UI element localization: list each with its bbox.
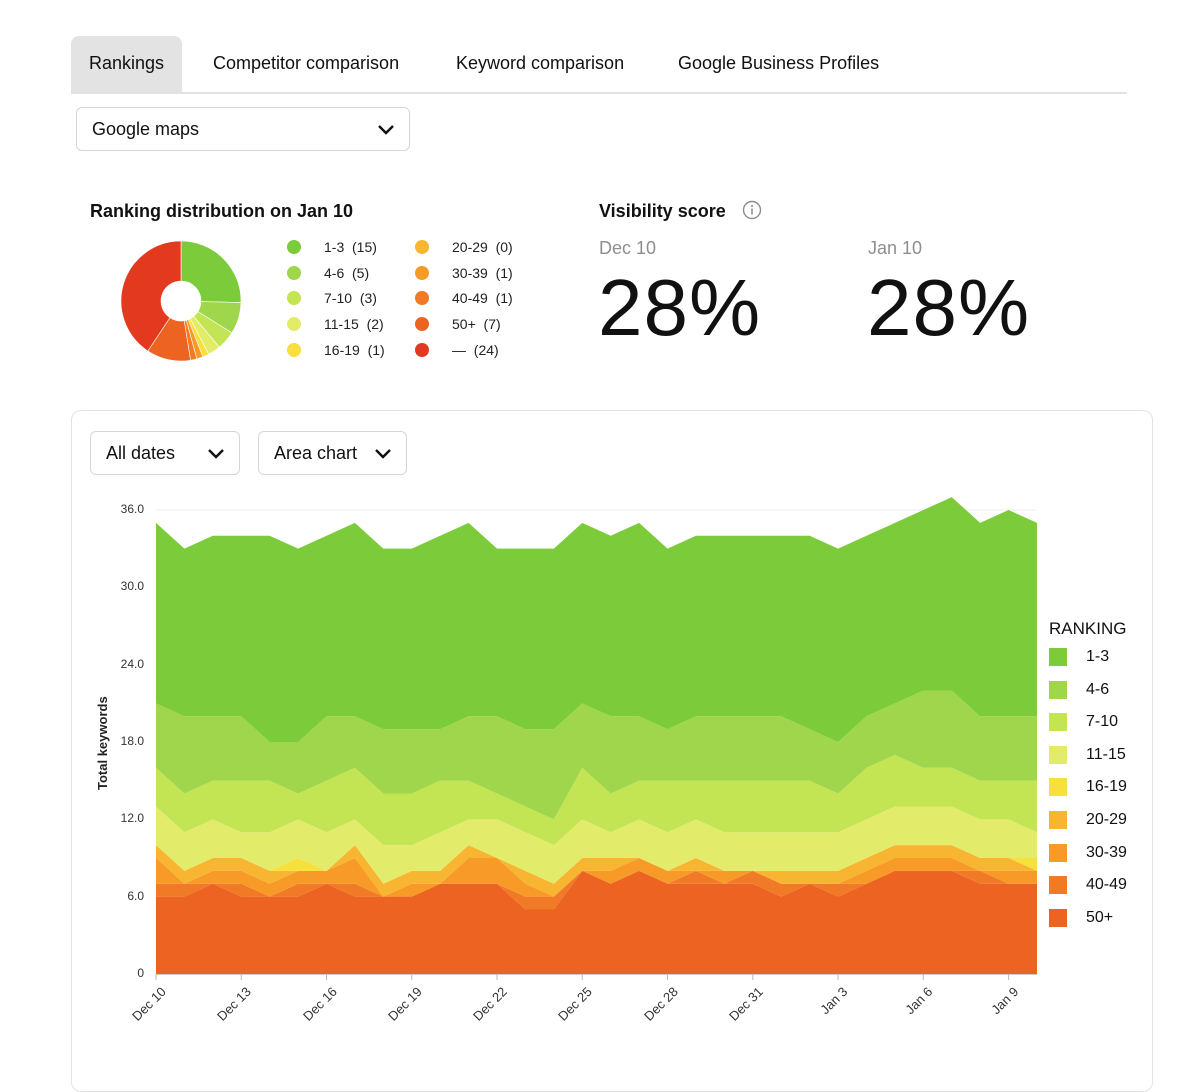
legend-dot — [415, 266, 429, 280]
legend-dot — [287, 317, 301, 331]
tab-competitor-comparison[interactable]: Competitor comparison — [213, 53, 400, 73]
legend-label: 7-10 — [1086, 713, 1119, 731]
legend-label: 11-15 — [1086, 745, 1126, 763]
legend-swatch — [1049, 745, 1067, 764]
legend-dot — [415, 291, 429, 305]
visibility-value-start: 28% — [598, 263, 762, 352]
info-circle-icon[interactable] — [742, 200, 762, 220]
legend-dot — [287, 291, 301, 305]
tab-keyword-comparison[interactable]: Keyword comparison — [456, 53, 625, 73]
legend-swatch — [1049, 843, 1067, 862]
y-tick-label: 18.0 — [120, 734, 144, 748]
legend-label: 16-19 — [1086, 778, 1127, 796]
source-select[interactable]: Google maps — [76, 107, 410, 151]
legend-dot — [287, 343, 301, 357]
donut-slice-1-3 — [180, 240, 242, 303]
visibility-value-end: 28% — [867, 263, 1031, 352]
tab-rankings[interactable]: Rankings — [71, 36, 183, 92]
distribution-title: Ranking distribution on Jan 10 — [90, 201, 354, 221]
area-series-11-15 — [156, 806, 1037, 884]
tab-google-business-profiles[interactable]: Google Business Profiles — [678, 53, 880, 73]
ranking-area-chart — [155, 497, 1037, 980]
visibility-date-end: Jan 10 — [868, 238, 923, 258]
y-tick-label: 24.0 — [120, 656, 144, 671]
legend-dot — [287, 240, 301, 254]
legend-dot — [415, 343, 429, 357]
legend-label: 50+ — [1086, 908, 1114, 926]
legend-swatch — [1049, 908, 1067, 927]
y-tick-label: 30.0 — [120, 579, 144, 594]
ranking-legend-title: RANKING — [1049, 619, 1127, 638]
legend-swatch — [1049, 811, 1067, 829]
legend-label: 4-6 — [1086, 680, 1110, 698]
chevron-down-icon — [375, 449, 391, 459]
legend-label: 1-3 — [1086, 648, 1110, 665]
area-series-7-10 — [156, 754, 1037, 846]
tab-bar: Rankings Competitor comparison Keyword c… — [71, 36, 1127, 94]
legend-label: 40-49 — [1086, 876, 1127, 894]
ranking-donut-chart — [120, 240, 242, 362]
legend-swatch — [1049, 680, 1067, 699]
chevron-down-icon — [208, 449, 224, 459]
legend-swatch — [1049, 876, 1067, 895]
legend-swatch — [1049, 648, 1067, 666]
legend-dot — [415, 317, 429, 331]
donut-slice-— — [120, 240, 182, 352]
y-tick-label: 12.0 — [120, 811, 144, 826]
chart-type-select[interactable]: Area chart — [258, 431, 407, 475]
legend-dot — [415, 240, 429, 254]
y-tick-label: 6.0 — [127, 888, 144, 903]
date-range-value: All dates — [106, 443, 176, 463]
visibility-title: Visibility score — [599, 201, 726, 221]
area-series-30-39 — [156, 858, 1037, 897]
y-tick-label: 36.0 — [120, 502, 144, 516]
y-tick-label: 0 — [137, 966, 144, 980]
area-series-4-6 — [156, 690, 1037, 820]
area-series-20-29 — [156, 845, 1037, 897]
date-range-select[interactable]: All dates — [90, 431, 240, 475]
source-select-value: Google maps — [92, 119, 200, 139]
legend-swatch — [1049, 713, 1067, 732]
legend-swatch — [1049, 778, 1067, 797]
area-series-1-3 — [156, 497, 1037, 742]
legend-label: 20-29 — [1086, 811, 1127, 828]
visibility-date-start: Dec 10 — [599, 238, 657, 258]
chevron-down-icon — [378, 125, 394, 135]
legend-dot — [287, 266, 301, 280]
chart-type-value: Area chart — [274, 443, 358, 463]
legend-label: 30-39 — [1086, 843, 1127, 861]
